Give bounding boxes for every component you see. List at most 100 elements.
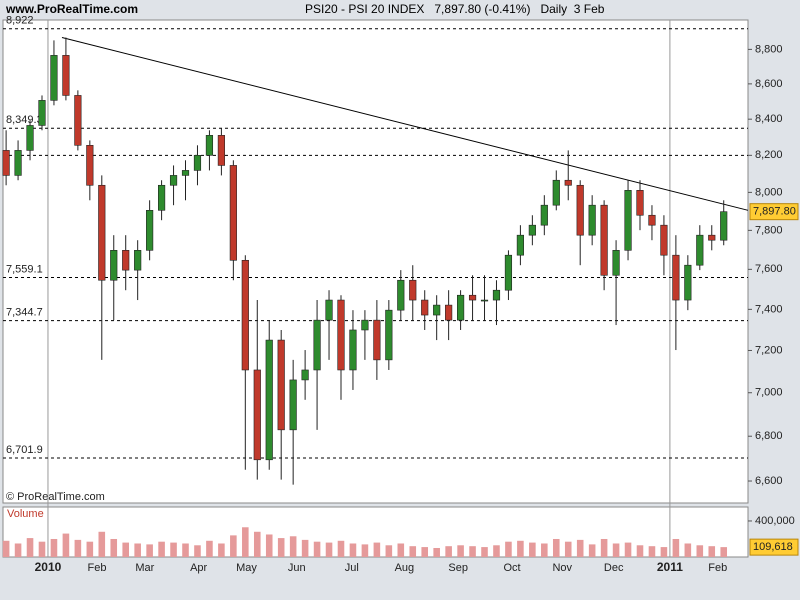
volume-bar <box>337 540 345 557</box>
level-label: 8,922 <box>6 15 34 27</box>
candle-body <box>62 55 70 96</box>
x-tick-label: Feb <box>88 562 107 574</box>
candle-body <box>301 369 309 381</box>
volume-bar <box>541 543 548 557</box>
volume-bar <box>397 543 405 557</box>
candle-body <box>325 299 333 321</box>
volume-bar <box>612 543 620 557</box>
candle-body <box>720 211 728 241</box>
volume-bar <box>684 543 692 557</box>
volume-bar <box>218 543 225 557</box>
candle-body <box>193 155 202 171</box>
last-close-label: 7,897.80 <box>753 206 796 218</box>
last-volume-label: 109,618 <box>753 541 793 553</box>
volume-bar <box>2 540 10 557</box>
volume-bar <box>86 541 94 557</box>
candle-body <box>409 279 417 301</box>
volume-bar <box>636 545 644 557</box>
candle-body <box>648 214 656 226</box>
candle-body <box>265 339 273 461</box>
volume-bar <box>50 538 58 557</box>
candle-body <box>457 294 465 321</box>
candle-body <box>576 184 584 236</box>
candle-body <box>433 304 441 316</box>
candle-body <box>253 369 261 461</box>
candle-body <box>205 135 214 156</box>
volume-bar <box>421 547 429 557</box>
x-tick-label: Apr <box>190 562 207 574</box>
volume-bar <box>289 536 297 557</box>
volume-bar <box>301 539 309 557</box>
volume-bar <box>110 538 118 557</box>
candle-body <box>588 204 596 236</box>
volume-bar <box>720 547 728 557</box>
volume-bar <box>529 542 536 557</box>
candle-body <box>14 150 22 176</box>
candle-body <box>564 179 572 186</box>
candle-body <box>229 165 237 261</box>
volume-bar <box>517 540 524 557</box>
candle-body <box>277 339 285 431</box>
candle-body <box>504 254 513 291</box>
volume-bar <box>385 545 393 557</box>
volume-bar <box>182 543 189 557</box>
volume-bar <box>230 535 237 557</box>
volume-bar <box>325 542 333 557</box>
candle-body <box>672 254 680 301</box>
candle-body <box>241 259 249 371</box>
candle-body <box>660 224 668 256</box>
volume-bar <box>277 538 285 557</box>
volume-bar <box>660 547 668 557</box>
x-tick-label: 2011 <box>657 560 683 574</box>
x-tick-label: Feb <box>708 562 727 574</box>
last-close-box <box>749 203 799 221</box>
candle-body <box>552 179 560 206</box>
x-tick-label: Dec <box>604 562 624 574</box>
y-tick-label: 8,400 <box>755 113 783 125</box>
y-tick-label: 7,800 <box>755 224 783 236</box>
candle-body <box>158 184 166 211</box>
candle-body <box>468 294 477 301</box>
y-tick-label: 8,200 <box>755 149 783 161</box>
volume-bar <box>158 541 165 557</box>
x-tick-label: Oct <box>503 562 520 574</box>
volume-bar <box>26 538 34 557</box>
y-tick-label: 8,600 <box>755 78 783 90</box>
level-label: 7,344.7 <box>6 307 43 319</box>
volume-bar <box>170 542 177 557</box>
candle-body <box>313 319 321 371</box>
volume-bar <box>445 546 452 557</box>
candle-body <box>636 190 644 216</box>
last-volume-box <box>749 538 799 556</box>
x-tick-label: Mar <box>135 562 154 574</box>
y-tick-label: 7,000 <box>755 387 783 399</box>
y-tick-label: 7,200 <box>755 344 783 356</box>
volume-bar <box>433 547 440 557</box>
x-tick-label: Nov <box>552 562 572 574</box>
candle-body <box>421 299 429 316</box>
x-tick-label: 2010 <box>35 560 62 574</box>
volume-bar <box>493 545 500 557</box>
volume-label: Volume <box>7 508 44 520</box>
candle-body <box>217 135 225 166</box>
volume-bar <box>505 541 512 557</box>
candle-body <box>86 145 94 186</box>
volume-bar <box>672 538 680 557</box>
x-tick-label: Jun <box>288 562 306 574</box>
chart-title: PSI20 - PSI 20 INDEX 7,897.80 (-0.41%) D… <box>305 2 605 16</box>
candle-body <box>110 250 118 281</box>
candle-body <box>146 210 154 251</box>
candle-body <box>349 329 357 371</box>
candle-body <box>337 299 345 371</box>
volume-bar <box>206 540 213 557</box>
y-tick-label: 6,800 <box>755 430 783 442</box>
volume-bar <box>98 531 106 557</box>
volume-bar <box>696 545 704 557</box>
volume-bar <box>469 546 476 557</box>
volume-bar <box>708 546 716 557</box>
candle-body <box>528 224 536 236</box>
level-label: 8,349.3 <box>6 114 43 126</box>
candle-body <box>74 95 82 146</box>
candle-body <box>708 234 716 241</box>
candle-body <box>385 309 393 361</box>
